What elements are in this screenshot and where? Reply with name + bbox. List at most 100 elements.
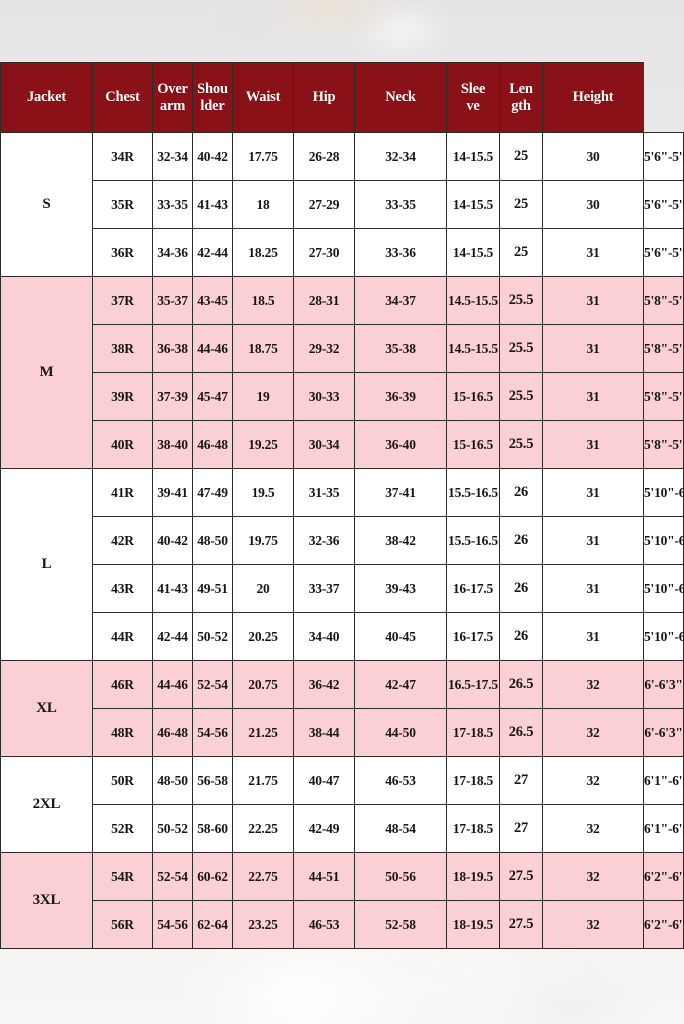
table-row: 38R 36-38 44-46 18.75 29-32 35-38 14.5-15.5 25.… <box>1 324 684 373</box>
cell-length: 32 <box>542 756 644 805</box>
cell-jacket: 40R <box>92 420 153 469</box>
cell-neck: 18-19.5 <box>446 900 500 949</box>
table-row: S 34R 32-34 40-42 17.75 26-28 32-34 14-15.5 25 30… <box>0 132 684 277</box>
cell-height: 5'8"-5'11" <box>643 324 684 373</box>
cell-sleeve: 26.5 <box>499 708 543 757</box>
cell-sleeve: 25.5 <box>499 372 543 421</box>
cell-hip: 34-37 <box>354 276 447 325</box>
cell-length: 31 <box>542 564 644 613</box>
table-row: XL 46R 44-46 52-54 20.75 36-42 42-47 16.5-17.5 2… <box>0 660 684 757</box>
cell-overarm: 46-48 <box>192 420 233 469</box>
cell-hip: 46-53 <box>354 756 447 805</box>
cell-height: 5'8"-5'11" <box>643 420 684 469</box>
cell-sleeve: 27 <box>499 756 543 805</box>
column-header-length-line1: Len <box>509 81 533 98</box>
table-row: 39R 37-39 45-47 19 30-33 36-39 15-16.5 25.5 31 5'… <box>1 372 684 421</box>
cell-waist: 27-30 <box>293 228 355 277</box>
cell-jacket: 44R <box>92 612 153 661</box>
cell-jacket: 36R <box>92 228 153 277</box>
cell-chest: 48-50 <box>152 756 193 805</box>
table-row: L 41R 39-41 47-49 19.5 31-35 37-41 15.5-16.5 26 3… <box>0 468 684 661</box>
cell-hip: 48-54 <box>354 804 447 853</box>
cell-length: 32 <box>542 804 644 853</box>
cell-shoulder: 22.75 <box>232 852 294 901</box>
cell-height: 6'1"-6'5" <box>643 756 684 805</box>
cell-sleeve: 27.5 <box>499 852 543 901</box>
cell-hip: 39-43 <box>354 564 447 613</box>
cell-length: 31 <box>542 612 644 661</box>
cell-shoulder: 18.25 <box>232 228 294 277</box>
column-header-shoulder-line1: Shou <box>197 81 228 98</box>
cell-overarm: 58-60 <box>192 804 233 853</box>
cell-overarm: 50-52 <box>192 612 233 661</box>
cell-overarm: 56-58 <box>192 756 233 805</box>
cell-neck: 14-15.5 <box>446 228 500 277</box>
cell-hip: 33-35 <box>354 180 447 229</box>
cell-chest: 52-54 <box>152 852 193 901</box>
cell-neck: 14-15.5 <box>446 180 500 229</box>
size-chart: Jacket Chest Over arm Shou lder Waist Hip Neck Sl… <box>0 62 684 949</box>
column-header-height: Height <box>542 62 644 133</box>
cell-height: 6'-6'3" <box>643 660 684 709</box>
cell-sleeve: 27 <box>499 804 543 853</box>
column-header-chest-line1: Chest <box>105 89 140 106</box>
cell-height: 5'8"-5'11" <box>643 276 684 325</box>
table-header: Jacket Chest Over arm Shou lder Waist Hip Neck Sl… <box>0 62 684 133</box>
cell-waist: 33-37 <box>293 564 355 613</box>
cell-hip: 38-42 <box>354 516 447 565</box>
cell-jacket: 50R <box>92 756 153 805</box>
column-header-shoulder-line2: lder <box>200 97 225 114</box>
table-row: 56R 54-56 62-64 23.25 46-53 52-58 18-19.5 27.5 3… <box>1 900 684 949</box>
cell-overarm: 47-49 <box>192 468 233 517</box>
cell-sleeve: 26 <box>499 564 543 613</box>
cell-neck: 14.5-15.5 <box>446 324 500 373</box>
cell-neck: 15.5-16.5 <box>446 468 500 517</box>
cell-overarm: 43-45 <box>192 276 233 325</box>
table-row: 2XL 50R 48-50 56-58 21.75 40-47 46-53 17-18.5 27… <box>0 756 684 853</box>
cell-length: 31 <box>542 372 644 421</box>
column-header-chest: Chest <box>92 62 153 133</box>
cell-jacket: 54R <box>92 852 153 901</box>
cell-height: 5'10"-6'1" <box>643 564 684 613</box>
cell-hip: 40-45 <box>354 612 447 661</box>
cell-jacket: 46R <box>92 660 153 709</box>
cell-chest: 32-34 <box>152 132 193 181</box>
cell-jacket: 48R <box>92 708 153 757</box>
size-group-label-l: L <box>0 468 93 661</box>
table-row: M 37R 35-37 43-45 18.5 28-31 34-37 14.5-15.5 25.… <box>0 276 684 469</box>
column-header-neck-line1: Neck <box>385 89 416 106</box>
cell-waist: 40-47 <box>293 756 355 805</box>
cell-jacket: 43R <box>92 564 153 613</box>
cell-hip: 37-41 <box>354 468 447 517</box>
cell-sleeve: 25 <box>499 228 543 277</box>
cell-chest: 40-42 <box>152 516 193 565</box>
cell-neck: 14-15.5 <box>446 132 500 181</box>
cell-height: 5'10"-6'1" <box>643 468 684 517</box>
cell-length: 31 <box>542 324 644 373</box>
cell-chest: 34-36 <box>152 228 193 277</box>
column-header-waist-line1: Waist <box>245 89 281 106</box>
column-header-length: Len gth <box>499 62 543 133</box>
table-row: 36R 34-36 42-44 18.25 27-30 33-36 14-15.5 25 31 5… <box>1 228 684 277</box>
cell-sleeve: 26.5 <box>499 660 543 709</box>
cell-hip: 42-47 <box>354 660 447 709</box>
cell-hip: 32-34 <box>354 132 447 181</box>
cell-shoulder: 20 <box>232 564 294 613</box>
cell-jacket: 38R <box>92 324 153 373</box>
cell-length: 30 <box>542 132 644 181</box>
cell-neck: 15-16.5 <box>446 372 500 421</box>
cell-length: 31 <box>542 276 644 325</box>
cell-overarm: 44-46 <box>192 324 233 373</box>
cell-length: 31 <box>542 420 644 469</box>
cell-waist: 42-49 <box>293 804 355 853</box>
size-group-label-m: M <box>0 276 93 469</box>
table-body: S 34R 32-34 40-42 17.75 26-28 32-34 14-15.5 25 30… <box>0 132 684 949</box>
cell-overarm: 49-51 <box>192 564 233 613</box>
column-header-jacket: Jacket <box>0 62 93 133</box>
cell-shoulder: 18 <box>232 180 294 229</box>
cell-neck: 18-19.5 <box>446 852 500 901</box>
cell-sleeve: 26 <box>499 516 543 565</box>
cell-hip: 36-39 <box>354 372 447 421</box>
column-header-waist: Waist <box>232 62 294 133</box>
cell-length: 32 <box>542 708 644 757</box>
